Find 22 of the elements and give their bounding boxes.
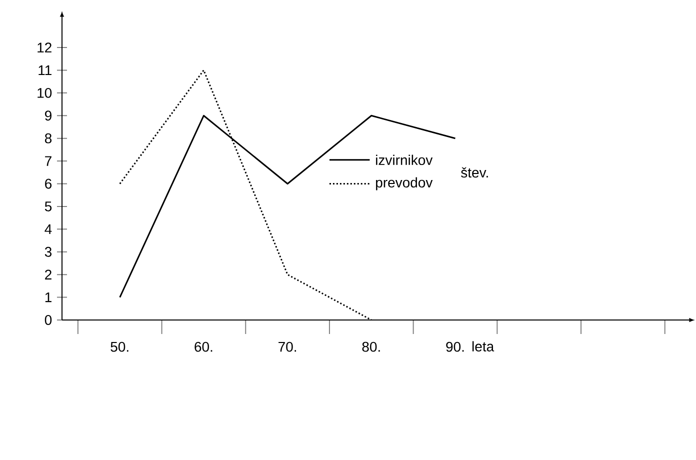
- y-tick-label: 8: [44, 133, 52, 144]
- y-tick-label: 0: [44, 315, 52, 325]
- legend-label: prevodov: [376, 177, 433, 190]
- x-axis-title: leta: [472, 341, 494, 352]
- x-tick-label: 80.: [362, 342, 380, 352]
- legend-label: izvirnikov: [376, 154, 433, 166]
- y-tick-label: 12: [38, 42, 52, 52]
- legend-title: štev.: [461, 167, 488, 178]
- y-tick-label: 7: [45, 156, 52, 166]
- y-tick-label: 10: [38, 88, 52, 98]
- y-tick-label: 2: [45, 270, 52, 280]
- x-tick-label: 90.: [446, 342, 464, 352]
- x-tick-label: 70.: [278, 342, 296, 352]
- x-tick-label: 60.: [194, 342, 212, 352]
- y-tick-label: 6: [45, 178, 52, 189]
- y-tick-label: 5: [44, 202, 52, 212]
- y-tick-label: 4: [44, 224, 52, 234]
- y-tick-label: 11: [38, 65, 52, 76]
- y-tick-label: 3: [44, 246, 52, 257]
- x-tick-label: 50.: [110, 342, 128, 352]
- y-tick-label: 9: [45, 110, 52, 121]
- y-tick-label: 1: [45, 292, 52, 302]
